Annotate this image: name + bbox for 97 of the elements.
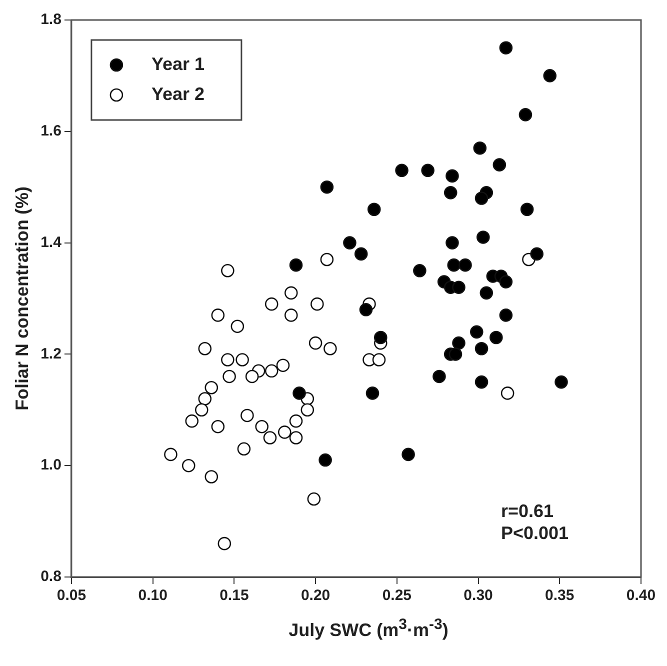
point <box>222 370 236 384</box>
point <box>204 470 218 484</box>
annotation: r=0.61 <box>501 501 554 521</box>
point <box>520 202 534 216</box>
point <box>474 192 488 205</box>
point <box>289 414 303 428</box>
point <box>421 164 434 178</box>
point <box>218 536 232 550</box>
point <box>452 280 466 294</box>
point <box>198 392 212 406</box>
point <box>198 342 212 356</box>
x-tick-label: 0.35 <box>545 587 574 604</box>
point <box>474 342 488 356</box>
point <box>518 108 532 122</box>
y-tick-label: 1.4 <box>40 234 62 251</box>
x-tick-label: 0.30 <box>464 587 493 604</box>
y-tick-label: 1.0 <box>40 456 62 474</box>
point <box>476 230 490 244</box>
point <box>221 353 234 366</box>
point <box>366 386 380 400</box>
point <box>284 308 298 322</box>
point <box>452 336 466 350</box>
point <box>264 364 278 378</box>
point <box>470 325 484 339</box>
x-axis-title: July SWC (m$^{3}$·m$^{-3}$) <box>288 616 450 641</box>
point <box>211 308 225 322</box>
point <box>211 420 225 434</box>
point <box>245 370 259 384</box>
point <box>458 258 472 272</box>
legend-label: Year 1 <box>151 54 205 74</box>
point <box>320 180 334 194</box>
point <box>292 386 306 400</box>
point <box>473 141 487 155</box>
point <box>432 370 446 384</box>
x-tick-label: 0.20 <box>300 587 330 604</box>
y-tick-label: 0.8 <box>40 568 62 586</box>
point <box>474 375 488 389</box>
point <box>446 236 459 250</box>
x-tick-label: 0.40 <box>626 587 656 604</box>
point <box>554 375 568 389</box>
y-tick-label: 1.8 <box>40 11 62 28</box>
point <box>278 426 292 439</box>
x-tick-label: 0.15 <box>220 587 249 604</box>
point <box>359 302 373 316</box>
x-tick-label: 0.25 <box>382 587 412 604</box>
point <box>204 380 218 394</box>
point <box>289 258 303 272</box>
point <box>446 169 459 183</box>
point <box>284 286 298 300</box>
annotation: P<0.001 <box>501 523 569 543</box>
point <box>237 442 251 456</box>
point <box>263 431 277 444</box>
point <box>500 386 514 400</box>
point <box>289 431 303 444</box>
point <box>499 308 513 322</box>
point <box>194 403 208 417</box>
point <box>164 448 178 462</box>
legend-label: Year 2 <box>151 84 205 104</box>
point <box>402 448 415 462</box>
point <box>307 492 321 506</box>
point <box>530 247 544 261</box>
point <box>310 297 324 311</box>
point <box>499 275 513 288</box>
point <box>182 458 196 472</box>
point <box>543 69 557 82</box>
point <box>448 348 462 361</box>
point <box>372 353 386 366</box>
point <box>374 330 388 344</box>
point <box>264 297 278 311</box>
point <box>320 252 334 266</box>
point <box>236 353 249 366</box>
y-tick-label: 1.6 <box>40 122 62 140</box>
x-tick-label: 0.10 <box>138 587 168 604</box>
y-axis-title: Foliar N concentration (%) <box>12 186 32 411</box>
point <box>230 320 244 333</box>
point <box>324 342 337 356</box>
point <box>221 264 234 278</box>
point <box>447 258 461 272</box>
point <box>308 336 322 350</box>
point <box>413 264 426 278</box>
point <box>343 236 356 250</box>
point <box>490 330 503 344</box>
point <box>480 286 494 300</box>
x-tick-label: 0.05 <box>56 587 86 604</box>
point <box>444 186 458 200</box>
point <box>354 247 368 261</box>
y-tick-label: 1.2 <box>40 345 62 362</box>
point <box>185 414 199 428</box>
point <box>300 403 314 417</box>
point <box>240 408 254 422</box>
point <box>395 164 408 178</box>
point <box>367 202 381 216</box>
point <box>318 453 332 467</box>
point <box>499 41 513 54</box>
point <box>276 358 290 372</box>
point <box>492 158 506 172</box>
point <box>255 420 268 434</box>
